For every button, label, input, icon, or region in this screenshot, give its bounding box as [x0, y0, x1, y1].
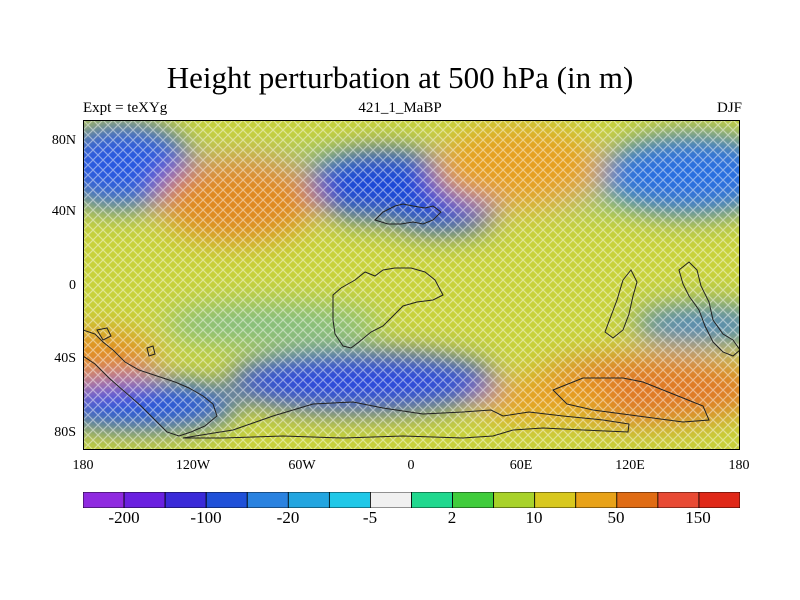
coastline-africa: [332, 267, 444, 349]
colorbar-label-7: 50: [607, 508, 625, 527]
map-title: Height perturbation at 500 hPa (in m): [166, 60, 634, 95]
colorbar-swatch: [287, 492, 330, 508]
colorbar-swatch: [534, 492, 577, 508]
colorbar-swatch: [205, 492, 248, 508]
colorbar-swatch: [83, 492, 125, 508]
coastline-southern-continent: [552, 377, 710, 423]
season-label: DJF: [716, 100, 742, 116]
colorbar: [83, 492, 740, 508]
dither-pattern-overlay: [83, 120, 740, 450]
x-tick-120e: 120E: [615, 458, 645, 473]
colorbar-swatch: [411, 492, 453, 508]
colorbar-label-2: -100: [190, 508, 222, 527]
colorbar-swatch: [493, 492, 536, 508]
y-tick-80s: 80S: [54, 425, 76, 440]
y-tick-0: 0: [69, 278, 76, 293]
experiment-label: Expt = teXYg: [83, 100, 168, 116]
colorbar-swatch: [698, 492, 740, 508]
coastline-antarctica: [182, 401, 630, 439]
colorbar-label-8: 150: [685, 508, 711, 527]
colorbar-label-1: -200: [108, 508, 140, 527]
x-tick-60w: 60W: [288, 458, 316, 473]
colorbar-label-4: -5: [362, 508, 378, 527]
run-id-label: 421_1_MaBP: [358, 100, 442, 116]
coastline-pacific-island: [146, 345, 156, 357]
colorbar-swatch: [452, 492, 495, 508]
colorbar-swatch: [657, 492, 700, 508]
map-frame: [83, 120, 740, 450]
colorbar-swatch: [164, 492, 207, 508]
x-tick-180w: 180: [72, 458, 94, 473]
x-tick-180e: 180: [728, 458, 750, 473]
x-tick-0: 0: [407, 458, 415, 473]
colorbar-swatch: [616, 492, 659, 508]
coastline-far-east-island: [678, 261, 740, 357]
y-tick-80n: 80N: [51, 133, 76, 148]
colorbar-label-5: 2: [447, 508, 457, 527]
colorbar-swatch: [370, 492, 412, 508]
colorbar-swatch: [575, 492, 618, 508]
coastline-europe: [374, 203, 442, 225]
coastline-outlines: [83, 203, 740, 439]
coastline-south-america: [83, 329, 218, 437]
coastline-east-island: [604, 269, 638, 339]
x-tick-120w: 120W: [175, 458, 211, 473]
colorbar-swatch: [246, 492, 289, 508]
colorbar-swatch: [328, 492, 371, 508]
colorbar-label-3: -20: [276, 508, 300, 527]
x-tick-60e: 60E: [509, 458, 533, 473]
height-perturbation-map: [83, 120, 740, 450]
colorbar-swatch: [123, 492, 166, 508]
y-tick-40s: 40S: [54, 351, 76, 366]
coastline-west-island: [96, 327, 112, 341]
y-tick-40n: 40N: [51, 204, 76, 219]
colorbar-label-6: 10: [525, 508, 543, 527]
